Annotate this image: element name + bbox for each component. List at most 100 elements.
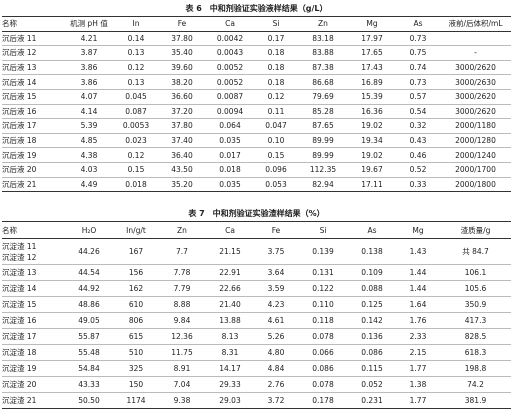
table-cell: 沉后液 15 [2, 89, 64, 105]
table-cell: 沉淀渣 17 [2, 328, 64, 346]
table-cell: 37.20 [158, 104, 206, 120]
header-cell: As [348, 221, 396, 240]
table-row: 沉后液 18 4.85 0.023 37.40 0.035 0.10 89.99 19.34 0… [2, 133, 511, 149]
table-cell: 0.047 [254, 118, 298, 134]
table-cell: 沉后液 21 [2, 177, 64, 193]
table-cell: 0.096 [254, 162, 298, 178]
table-row: 沉后液 14 3.86 0.13 38.20 0.0052 0.18 86.68 16.89 0… [2, 74, 511, 90]
table-cell: 610 [114, 296, 158, 314]
table-cell: 0.045 [114, 89, 158, 105]
table-cell: 37.40 [158, 133, 206, 149]
table-row: 沉淀渣 16 49.05 806 9.84 13.88 4.61 0.118 0.142 1.7… [2, 312, 511, 330]
table-row: 沉淀渣 21 50.50 1174 9.38 29.03 3.72 0.178 0.231 1.… [2, 392, 511, 410]
table-cell: 2.33 [396, 328, 440, 346]
table-cell: 0.053 [254, 177, 298, 193]
table-cell: 沉后液 14 [2, 74, 64, 90]
table-cell: 4.14 [64, 104, 114, 120]
table-cell: 167 [114, 238, 158, 266]
table-cell: 1.64 [396, 296, 440, 314]
table-cell: 3.59 [254, 280, 298, 298]
table-cell: 0.0052 [206, 60, 254, 76]
table-row: 沉后液 20 4.03 0.15 43.50 0.018 0.096 112.35 19.67… [2, 162, 511, 178]
table-cell: 0.75 [396, 45, 440, 61]
table-cell: 112.35 [298, 162, 348, 178]
table-cell: 381.9 [440, 392, 511, 410]
header-cell: In/g/t [114, 221, 158, 240]
table-cell: 0.0094 [206, 104, 254, 120]
table-cell: 37.80 [158, 118, 206, 134]
table-cell: 0.018 [114, 177, 158, 193]
table-cell: 0.18 [254, 74, 298, 90]
table-cell: 0.086 [298, 360, 348, 378]
table-cell: 325 [114, 360, 158, 378]
table-cell: 0.125 [348, 296, 396, 314]
header-cell: Fe [158, 16, 206, 32]
table-cell: 0.18 [254, 60, 298, 76]
table-cell: 21.40 [206, 296, 254, 314]
table-cell: 0.0087 [206, 89, 254, 105]
table-cell: 0.035 [206, 133, 254, 149]
table-cell: 0.74 [396, 60, 440, 76]
table-cell: 0.136 [348, 328, 396, 346]
table-cell: 828.5 [440, 328, 511, 346]
table-row: 沉淀渣 13 44.54 156 7.78 22.91 3.64 0.131 0.109 1.4… [2, 264, 511, 282]
header-row: 名称 机测 pH 值 In Fe Ca Si Zn Mg As 液前/后体积/mL [2, 16, 511, 32]
table-cell: 79.69 [298, 89, 348, 105]
table-cell: 0.17 [254, 31, 298, 47]
table-cell: 4.03 [64, 162, 114, 178]
header-cell: Fe [254, 221, 298, 240]
table-cell: 615 [114, 328, 158, 346]
table-cell: 8.91 [158, 360, 206, 378]
table-cell: 2000/1180 [440, 118, 511, 134]
table-cell: 7.7 [158, 238, 206, 266]
table-cell: 1.44 [396, 280, 440, 298]
table-cell: 0.138 [348, 238, 396, 266]
table-cell: 沉淀渣 15 [2, 296, 64, 314]
table-cell: 198.8 [440, 360, 511, 378]
table-cell: 0.14 [114, 31, 158, 47]
table-cell: 0.086 [348, 344, 396, 362]
table-cell: 85.28 [298, 104, 348, 120]
table-cell: 156 [114, 264, 158, 282]
header-cell: In [114, 16, 158, 32]
table-cell: 0.064 [206, 118, 254, 134]
table-cell: - [440, 45, 511, 61]
table-cell: 150 [114, 376, 158, 394]
table-cell: 36.40 [158, 147, 206, 163]
header-cell: Ca [206, 221, 254, 240]
table-cell: 3.87 [64, 45, 114, 61]
table-title: 表 7 中和剂验证实验渣样结果（%） [188, 209, 325, 219]
table-cell: 87.38 [298, 60, 348, 76]
table-cell: 22.91 [206, 264, 254, 282]
table-cell: 3.86 [64, 60, 114, 76]
table-cell: 16.89 [348, 74, 396, 90]
header-cell: Ca [206, 16, 254, 32]
table-cell: 0.017 [206, 147, 254, 163]
table-cell: 2000/1700 [440, 162, 511, 178]
table-cell: 0.12 [114, 147, 158, 163]
table-cell: 3.86 [64, 74, 114, 90]
table-cell: 0.10 [254, 133, 298, 149]
table-cell: 4.38 [64, 147, 114, 163]
table-cell: 50.50 [64, 392, 114, 410]
table-cell: 35.20 [158, 177, 206, 193]
header-cell: 机测 pH 值 [64, 16, 114, 32]
table-cell: 44.92 [64, 280, 114, 298]
table-cell: 618.3 [440, 344, 511, 362]
table-cell: 19.34 [348, 133, 396, 149]
table-row: 沉淀渣 15 48.86 610 8.88 21.40 4.23 0.110 0.125 1.6… [2, 296, 511, 314]
table-row: 沉后液 19 4.38 0.12 36.40 0.017 0.15 89.99 19.02 0.… [2, 147, 511, 163]
table-cell: 2000/1800 [440, 177, 511, 193]
table-cell: 11.75 [158, 344, 206, 362]
table-cell: 36.60 [158, 89, 206, 105]
table-cell: 19.67 [348, 162, 396, 178]
table-cell: 17.97 [348, 31, 396, 47]
header-cell: 液前/后体积/mL [440, 16, 511, 32]
table-row: 沉淀渣 20 43.33 150 7.04 29.33 2.76 0.078 0.052 1.3… [2, 376, 511, 394]
table-cell: 3000/2620 [440, 104, 511, 120]
table-cell: 7.04 [158, 376, 206, 394]
table-cell: 350.9 [440, 296, 511, 314]
table-cell: 0.0043 [206, 45, 254, 61]
table-cell: 55.48 [64, 344, 114, 362]
table-cell: 5.26 [254, 328, 298, 346]
